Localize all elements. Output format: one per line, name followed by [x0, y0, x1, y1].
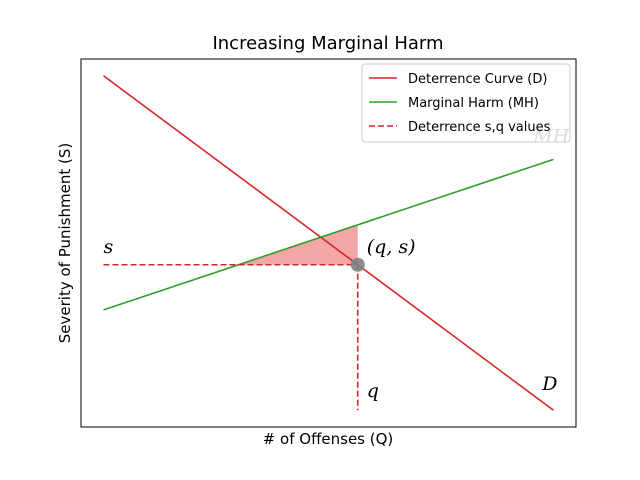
annotation-0: s	[104, 236, 114, 258]
legend-label-0: Deterrence Curve (D)	[408, 72, 547, 87]
legend-label-2: Deterrence s,q values	[408, 120, 551, 135]
plot-frame	[80, 58, 577, 428]
annotation-1: (q, s)	[367, 236, 416, 258]
y-axis-label: Severity of Punishment (S)	[56, 143, 74, 343]
legend-box	[361, 63, 571, 143]
equilibrium-point	[350, 257, 365, 272]
annotation-3: D	[541, 373, 557, 395]
deterrence-curve-line	[103, 75, 554, 411]
chart-title: Increasing Marginal Harm	[212, 33, 443, 54]
marginal-harm-line	[103, 158, 554, 311]
x-axis-label: # of Offenses (Q)	[263, 430, 394, 448]
legend: Deterrence Curve (D) Marginal Harm (MH) De…	[361, 63, 571, 143]
legend-label-1: Marginal Harm (MH)	[408, 96, 539, 111]
annotation-2: q	[367, 380, 379, 402]
